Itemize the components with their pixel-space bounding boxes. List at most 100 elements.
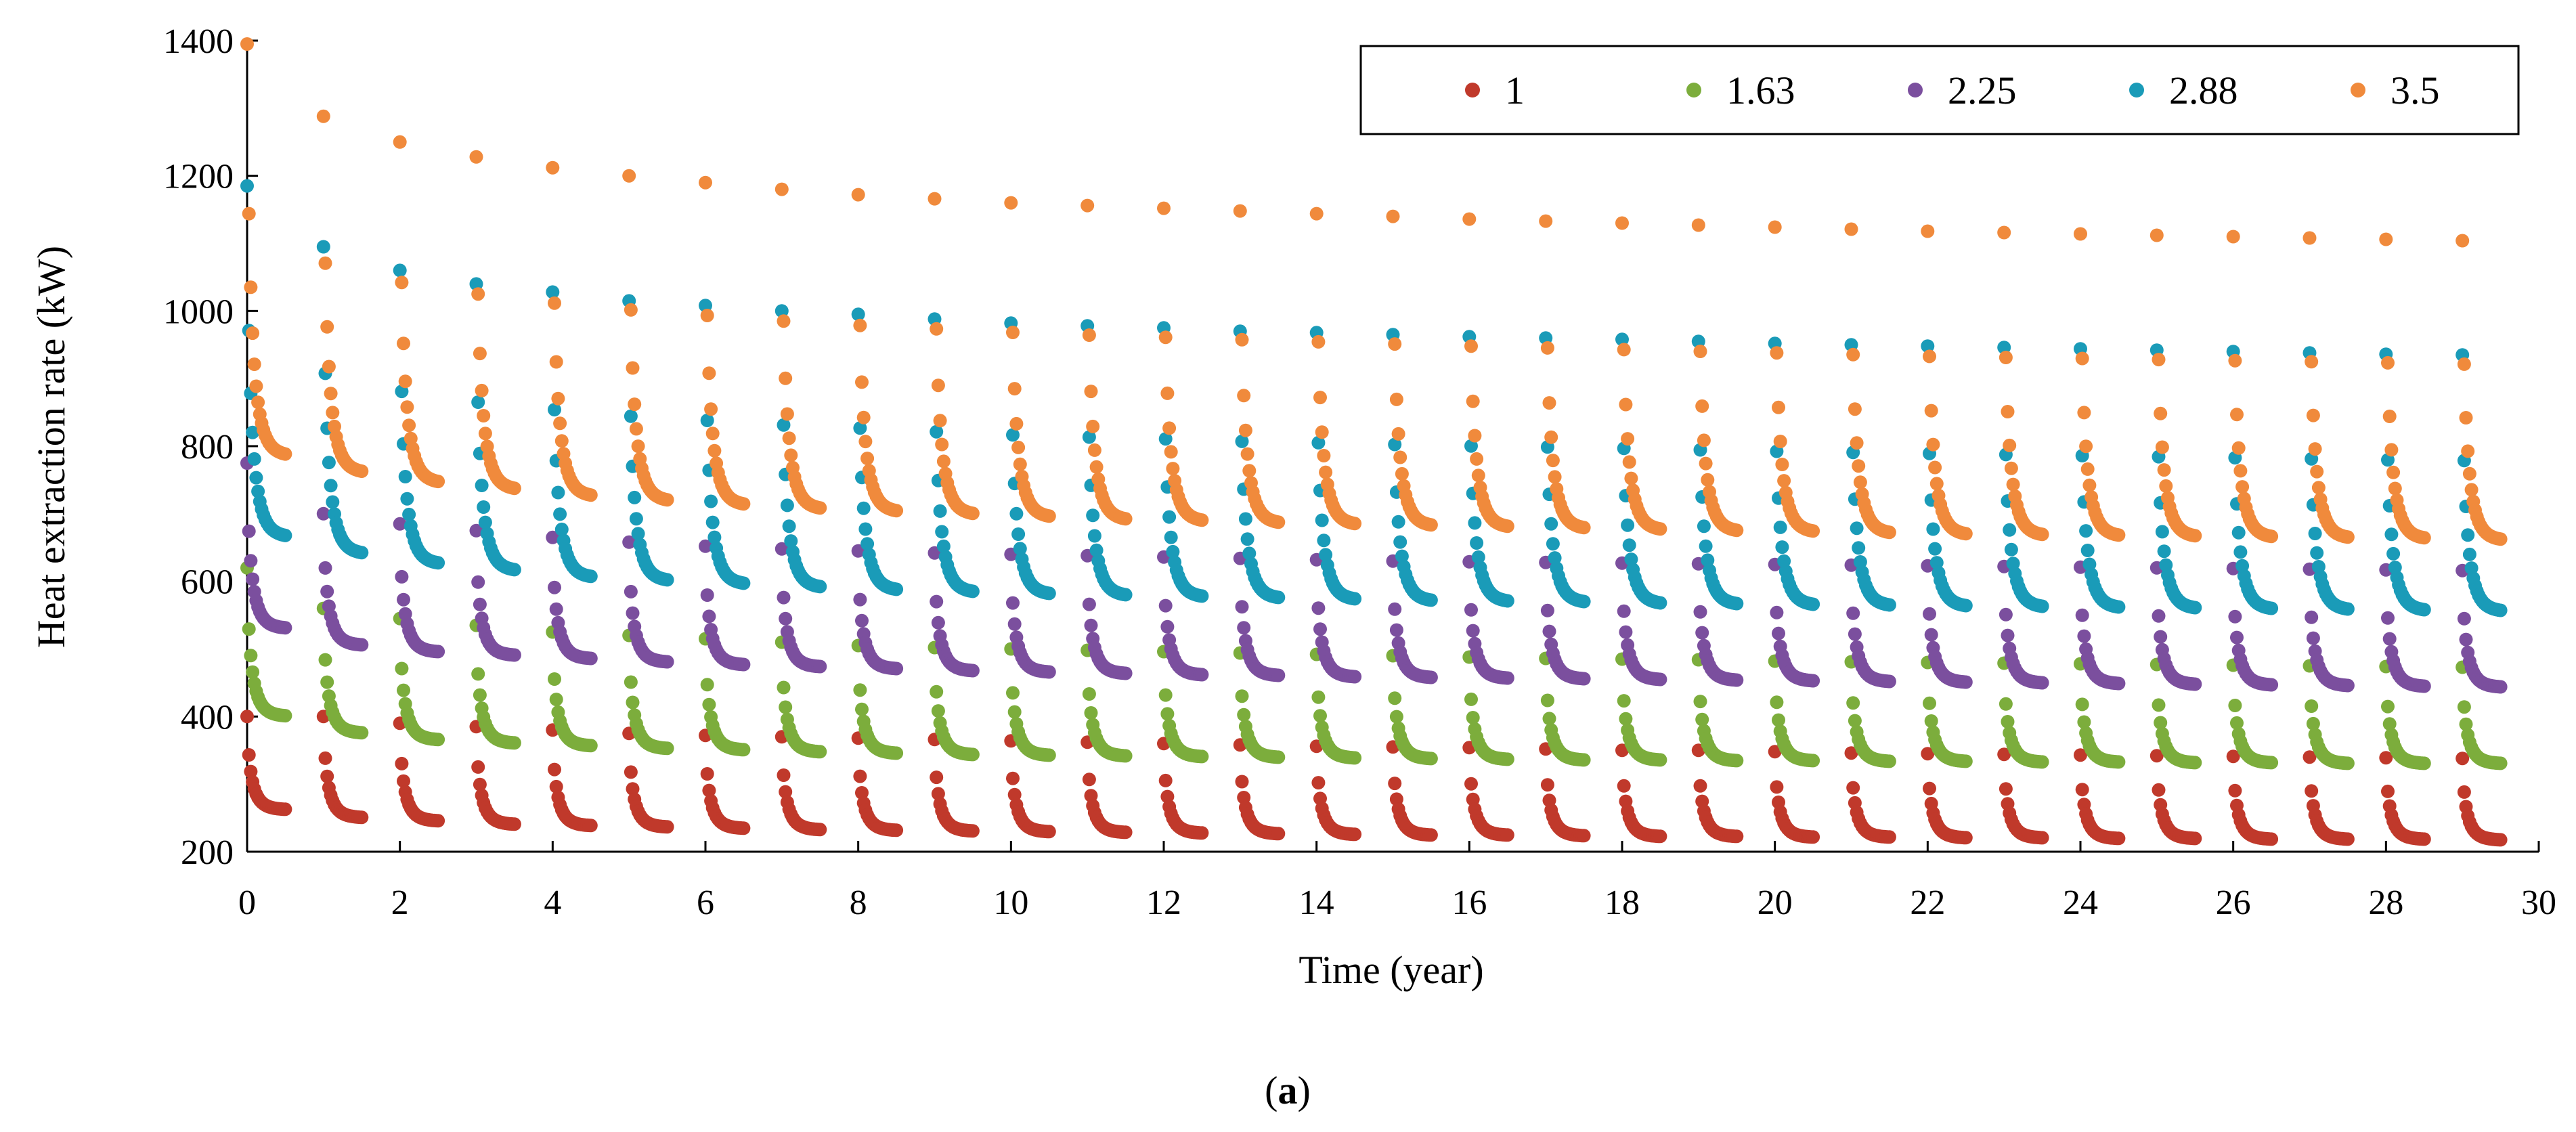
- data-point: [1313, 709, 1327, 723]
- data-point: [1653, 753, 1667, 767]
- caption-open: (: [1265, 1068, 1278, 1112]
- data-point: [1924, 628, 1938, 642]
- data-point: [548, 403, 561, 417]
- data-point: [2155, 525, 2169, 539]
- data-point: [1464, 777, 1478, 791]
- data-point: [2230, 630, 2244, 645]
- data-point: [1158, 773, 1173, 787]
- data-point: [1271, 668, 1286, 682]
- data-point: [1846, 606, 1860, 620]
- data-point: [628, 490, 642, 504]
- data-point: [1777, 474, 1791, 488]
- data-point: [631, 527, 645, 541]
- data-point: [477, 500, 491, 514]
- data-point: [471, 760, 485, 774]
- data-point: [1500, 671, 1514, 685]
- data-point: [777, 680, 791, 695]
- legend-marker: [1686, 83, 1701, 97]
- data-point: [2457, 700, 2471, 714]
- data-point: [320, 675, 334, 689]
- data-point: [278, 802, 292, 817]
- data-point: [1042, 509, 1056, 523]
- data-point: [2188, 601, 2202, 615]
- data-point: [2310, 546, 2324, 560]
- data-point: [2384, 527, 2399, 542]
- y-tick-label: 400: [181, 698, 234, 737]
- data-point: [702, 366, 716, 380]
- data-point: [1271, 515, 1286, 529]
- data-point: [890, 661, 904, 676]
- data-point: [2154, 630, 2168, 644]
- data-point: [469, 523, 483, 538]
- data-point: [507, 481, 521, 496]
- data-point: [1542, 396, 1556, 410]
- legend-marker: [1908, 83, 1923, 97]
- data-point: [2265, 756, 2279, 770]
- data-point: [548, 580, 561, 594]
- data-point: [1850, 436, 1864, 450]
- data-point: [1393, 535, 1407, 549]
- data-point: [2075, 351, 2089, 366]
- x-tick-label: 26: [2216, 884, 2251, 922]
- data-point: [780, 498, 794, 513]
- data-point: [242, 748, 256, 762]
- data-point: [933, 414, 947, 428]
- data-point: [1695, 712, 1709, 726]
- data-point: [1006, 428, 1020, 442]
- data-point: [930, 594, 944, 609]
- data-point: [2188, 831, 2202, 846]
- data-point: [393, 263, 407, 278]
- data-point: [1160, 619, 1175, 634]
- data-point: [2382, 632, 2397, 646]
- legend-frame: [1359, 45, 2520, 135]
- data-point: [2417, 531, 2431, 545]
- data-point: [1466, 394, 1480, 408]
- data-point: [2003, 523, 2017, 537]
- data-point: [1311, 690, 1326, 704]
- data-point: [431, 733, 445, 747]
- data-point: [2159, 479, 2173, 493]
- data-point: [779, 611, 793, 626]
- data-point: [2382, 717, 2397, 731]
- data-point: [2157, 463, 2171, 477]
- data-point: [707, 530, 722, 544]
- data-point: [2493, 603, 2508, 617]
- data-point: [965, 747, 980, 762]
- data-point: [1462, 212, 1477, 226]
- data-point: [626, 782, 640, 796]
- data-point: [2493, 532, 2508, 546]
- data-point: [1089, 460, 1104, 474]
- data-point: [1701, 473, 1715, 487]
- series-1: [240, 710, 2508, 847]
- data-point: [1466, 711, 1480, 724]
- data-point: [1500, 752, 1514, 766]
- data-point: [1615, 743, 1629, 758]
- x-tick-label: 18: [1604, 884, 1640, 922]
- data-point: [2455, 234, 2470, 248]
- data-point: [1775, 540, 1789, 554]
- data-point: [1999, 697, 2013, 711]
- data-point: [1997, 225, 2011, 240]
- data-point: [1923, 781, 1936, 796]
- data-point: [355, 546, 369, 560]
- data-point: [1770, 346, 1784, 360]
- data-point: [2154, 716, 2168, 730]
- data-point: [813, 580, 827, 594]
- data-point: [431, 556, 445, 570]
- data-point: [546, 530, 560, 544]
- data-point: [1882, 598, 1896, 612]
- data-point: [936, 454, 951, 469]
- data-point: [1464, 439, 1478, 453]
- data-point: [395, 756, 409, 770]
- data-point: [1086, 419, 1100, 433]
- data-point: [1348, 592, 1362, 606]
- data-point: [2001, 715, 2015, 728]
- data-point: [853, 318, 867, 332]
- data-point: [1959, 598, 1973, 613]
- data-point: [1237, 708, 1251, 722]
- data-point: [1929, 477, 1944, 491]
- data-point: [1082, 328, 1096, 342]
- data-point: [856, 501, 871, 515]
- y-ticks: 200 400 600 800 1000 1200 1400: [163, 22, 258, 872]
- data-point: [2381, 355, 2395, 370]
